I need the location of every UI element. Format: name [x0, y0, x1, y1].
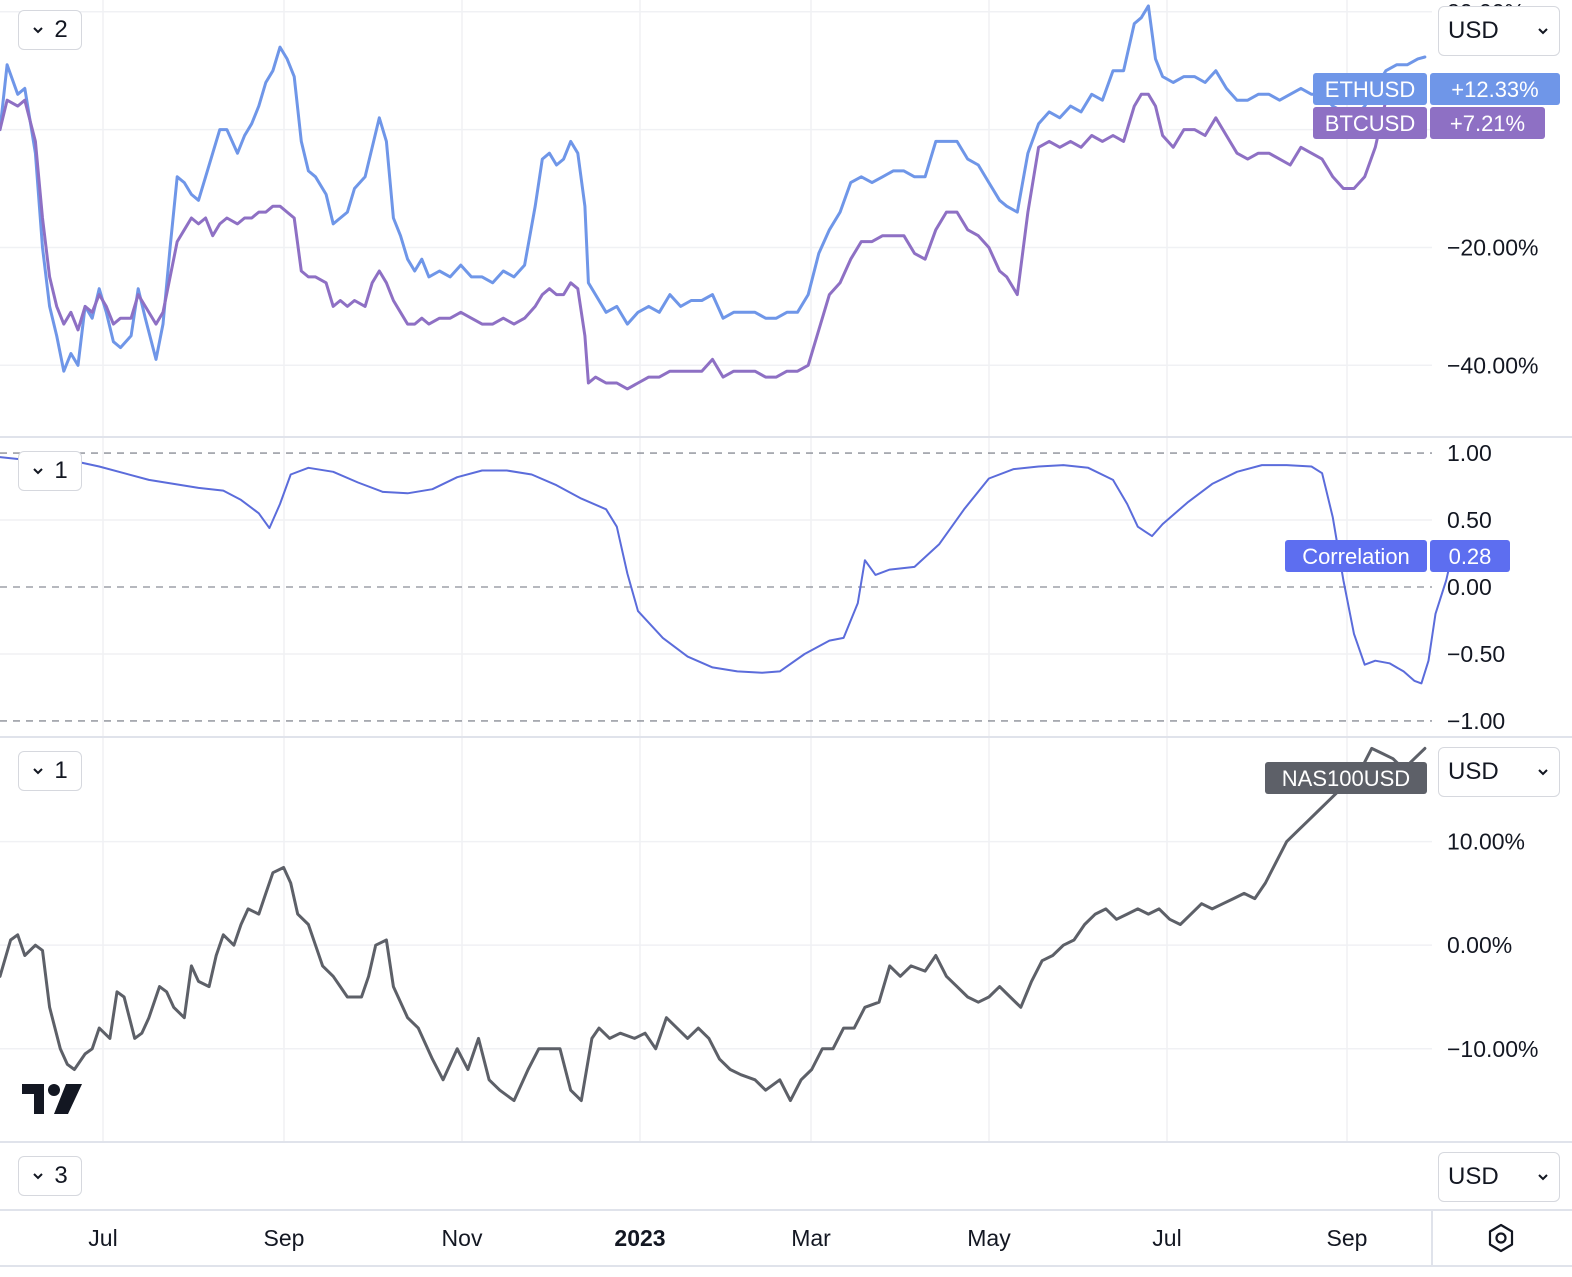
y-tick-label: −10.00%	[1447, 1036, 1538, 1062]
last-value-badge-correlation: Correlation 0.28	[1285, 540, 1510, 572]
currency-label: USD	[1448, 758, 1499, 785]
pane-count-label: 1	[54, 457, 68, 484]
y-tick-label: 1.00	[1447, 440, 1492, 466]
series-line-correlation	[0, 456, 1455, 685]
y-tick-label: −0.50	[1447, 641, 1505, 667]
badge-series-name: BTCUSD	[1325, 111, 1415, 136]
time-axis: Jul Sep Nov 2023 Mar May Jul Sep	[88, 1225, 1367, 1251]
chevron-down-icon	[1538, 28, 1548, 35]
time-axis-label: Mar	[791, 1225, 831, 1251]
time-axis-label: May	[967, 1225, 1011, 1251]
chevron-down-icon	[1538, 1174, 1548, 1181]
pane-collapse-button-empty[interactable]: 3	[18, 1156, 82, 1196]
badge-value-background	[1430, 107, 1545, 139]
price-axis: 20.00%0.00%−20.00%−40.00%1.000.500.00−0.…	[1447, 0, 1538, 1062]
y-tick-label: 10.00%	[1447, 829, 1525, 855]
time-axis-label: Jul	[1152, 1225, 1181, 1251]
last-value-badge-btcusd: BTCUSD +7.21%	[1313, 107, 1545, 139]
y-tick-label: −40.00%	[1447, 352, 1538, 378]
badge-series-value: 0.28	[1449, 544, 1492, 569]
chevron-down-icon	[33, 468, 44, 475]
badge-value-background	[1430, 540, 1510, 572]
badge-series-name: NAS100USD	[1282, 766, 1410, 791]
badge-name-background	[1285, 540, 1427, 572]
pane-count-label: 3	[54, 1162, 68, 1189]
badge-series-name: Correlation	[1302, 544, 1410, 569]
y-tick-label: 0.50	[1447, 507, 1492, 533]
last-value-badge-ethusd: ETHUSD +12.33%	[1313, 73, 1560, 105]
grid-lines	[0, 0, 1432, 1142]
currency-select-price[interactable]: USD	[1438, 6, 1560, 56]
y-tick-label: −20.00%	[1447, 234, 1538, 260]
chevron-down-icon	[33, 1173, 44, 1180]
y-tick-label: 0.00	[1447, 574, 1492, 600]
time-axis-label: Sep	[1327, 1225, 1368, 1251]
pane-collapse-button-nasdaq[interactable]: 1	[18, 751, 82, 791]
chevron-down-icon	[1538, 769, 1548, 776]
badge-series-name: ETHUSD	[1325, 77, 1415, 102]
chevron-down-icon	[33, 768, 44, 775]
chevron-down-icon	[33, 27, 44, 34]
last-value-badge-nas100usd: NAS100USD	[1265, 762, 1427, 794]
time-axis-label: 2023	[614, 1225, 665, 1251]
last-value-badges: ETHUSD +12.33% BTCUSD +7.21% Correlation 0.28…	[1265, 73, 1560, 794]
pane-collapse-button-correlation[interactable]: 1	[18, 451, 82, 491]
badge-value-background	[1430, 73, 1560, 105]
pane-collapse-button-price[interactable]: 2	[18, 10, 82, 50]
time-axis-label: Nov	[442, 1225, 483, 1251]
badge-series-value: +12.33%	[1451, 77, 1538, 102]
currency-select-nasdaq[interactable]: USD	[1438, 747, 1560, 797]
currency-select-empty[interactable]: USD	[1438, 1152, 1560, 1202]
pane-count-label: 2	[54, 16, 68, 43]
badge-name-background	[1313, 107, 1427, 139]
time-axis-label: Sep	[264, 1225, 305, 1251]
pane-count-label: 1	[54, 757, 68, 784]
series-line-nas100usd	[0, 746, 1427, 1103]
badge-name-background	[1313, 73, 1427, 105]
series-line-btcusd	[0, 85, 1427, 391]
tradingview-logo-icon	[22, 1084, 82, 1114]
series-lines	[0, 4, 1455, 1103]
settings-gear-icon[interactable]	[1485, 1222, 1517, 1254]
y-tick-label: −1.00	[1447, 708, 1505, 734]
badge-name-background	[1265, 762, 1427, 794]
time-axis-label: Jul	[88, 1225, 117, 1251]
badge-series-value: +7.21%	[1450, 111, 1525, 136]
currency-label: USD	[1448, 17, 1499, 44]
pane-separators	[0, 436, 1572, 1267]
series-line-ethusd	[0, 4, 1427, 373]
currency-label: USD	[1448, 1163, 1499, 1190]
y-tick-label: 0.00%	[1447, 932, 1512, 958]
